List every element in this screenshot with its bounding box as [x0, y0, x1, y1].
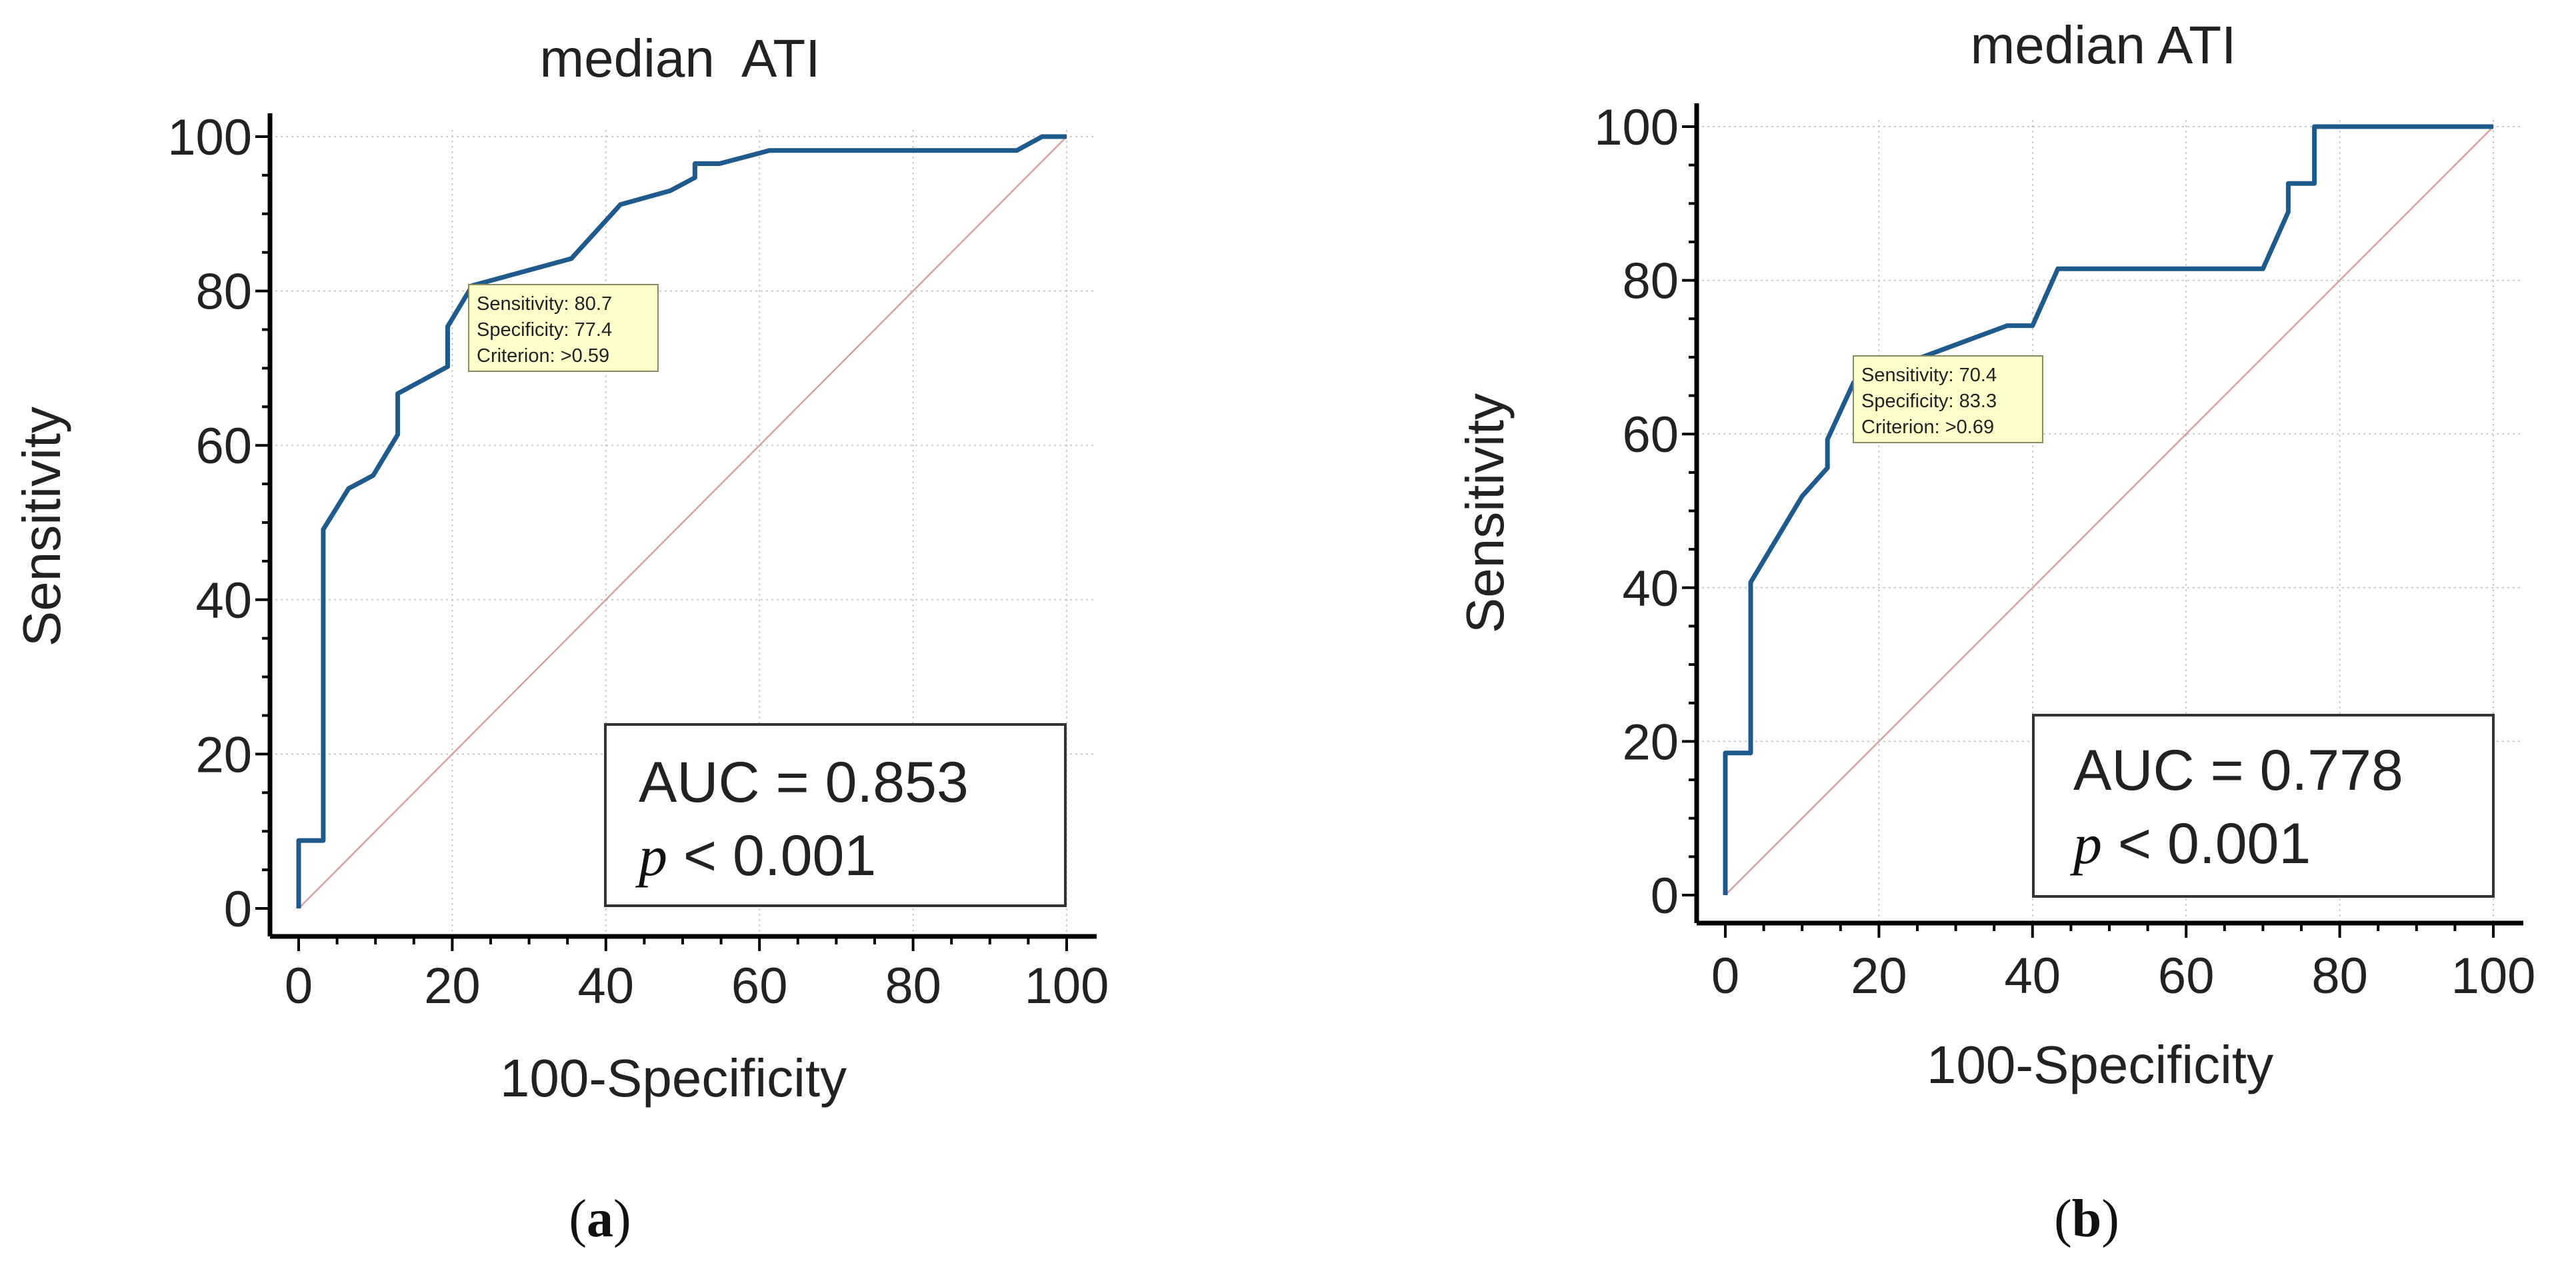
tooltip-sensitivity: Sensitivity: 70.4	[1861, 365, 1997, 386]
p-symbol: p	[2069, 812, 2102, 876]
y-tick-label: 80	[195, 264, 252, 321]
tooltip-sensitivity: Sensitivity: 80.7	[477, 293, 612, 315]
x-tick-labels: 0 20 40 60 80 100	[1711, 948, 2536, 1004]
x-tick-label: 0	[1711, 948, 1739, 1004]
p-value: p < 0.001	[2069, 812, 2311, 876]
auc-annotation: AUC = 0.853 p < 0.001	[604, 723, 1067, 907]
y-tick-label: 20	[195, 726, 252, 783]
x-tick-label: 20	[424, 958, 481, 1014]
x-axis-label: 100-Specificity	[500, 1048, 847, 1108]
y-tick-label: 60	[1622, 407, 1679, 463]
auc-box	[2032, 714, 2495, 898]
auc-box	[604, 723, 1067, 907]
x-tick-label: 40	[2005, 948, 2061, 1004]
p-value: p < 0.001	[635, 824, 876, 888]
x-axis-label: 100-Specificity	[1927, 1035, 2273, 1094]
panel-label: (a)	[569, 1190, 631, 1248]
chart-title: median ATI	[540, 29, 821, 88]
panel-label: (b)	[2054, 1190, 2119, 1248]
tooltip-criterion: Criterion: >0.69	[1861, 417, 1994, 438]
x-tick-label: 80	[2311, 948, 2368, 1004]
y-axis-label: Sensitivity	[12, 407, 71, 646]
x-tick-label: 40	[578, 958, 635, 1014]
tooltip-box	[1853, 355, 2043, 443]
x-tick-labels: 0 20 40 60 80 100	[285, 958, 1109, 1014]
tooltip: Sensitivity: 70.4 Specificity: 83.3 Crit…	[1853, 355, 2043, 443]
roc-curve	[1723, 124, 2493, 895]
x-tick-label: 0	[285, 958, 313, 1014]
y-tick-label: 20	[1622, 714, 1679, 770]
y-tick-label: 100	[1594, 99, 1679, 156]
y-tick-label: 60	[195, 418, 252, 475]
auc-value: AUC = 0.853	[639, 750, 969, 814]
p-rest: < 0.001	[2102, 812, 2311, 876]
y-tick-labels: 0 20 40 60 80 100	[1594, 99, 1679, 924]
axes	[1694, 103, 2523, 926]
tooltip-specificity: Specificity: 77.4	[477, 319, 612, 341]
axes	[267, 113, 1097, 939]
x-tick-label: 60	[2158, 948, 2215, 1004]
y-tick-label: 100	[167, 109, 252, 166]
y-tick-label: 40	[195, 573, 252, 629]
tooltip-specificity: Specificity: 83.3	[1861, 391, 1997, 412]
diagonal-reference-line	[1725, 126, 2494, 896]
auc-annotation: AUC = 0.778 p < 0.001	[2032, 714, 2495, 898]
y-tick-label: 0	[224, 881, 252, 938]
tooltip-box	[468, 284, 659, 372]
panel-b: median ATI 0 20 40 60 80 100 0 20 40 60 …	[1455, 15, 2535, 1248]
p-symbol: p	[635, 824, 667, 888]
x-tick-label: 60	[731, 958, 788, 1014]
panel-a: median ATI 0 20 40 60 80 100 0 20 40 60 …	[12, 29, 1109, 1248]
x-tick-label: 100	[2451, 948, 2536, 1004]
tooltip-criterion: Criterion: >0.59	[477, 345, 609, 367]
tooltip: Sensitivity: 80.7 Specificity: 77.4 Crit…	[468, 284, 659, 372]
x-tick-label: 20	[1851, 948, 1907, 1004]
y-tick-label: 40	[1622, 561, 1679, 617]
y-tick-labels: 0 20 40 60 80 100	[167, 109, 252, 938]
diagonal-reference-line	[298, 136, 1067, 909]
y-tick-label: 0	[1651, 868, 1679, 924]
chart-title: median ATI	[1971, 15, 2237, 75]
x-tick-label: 80	[885, 958, 941, 1014]
x-tick-label: 100	[1025, 958, 1109, 1014]
auc-value: AUC = 0.778	[2073, 738, 2403, 802]
p-rest: < 0.001	[667, 824, 876, 888]
y-tick-label: 80	[1622, 253, 1679, 310]
y-axis-label: Sensitivity	[1455, 393, 1515, 633]
